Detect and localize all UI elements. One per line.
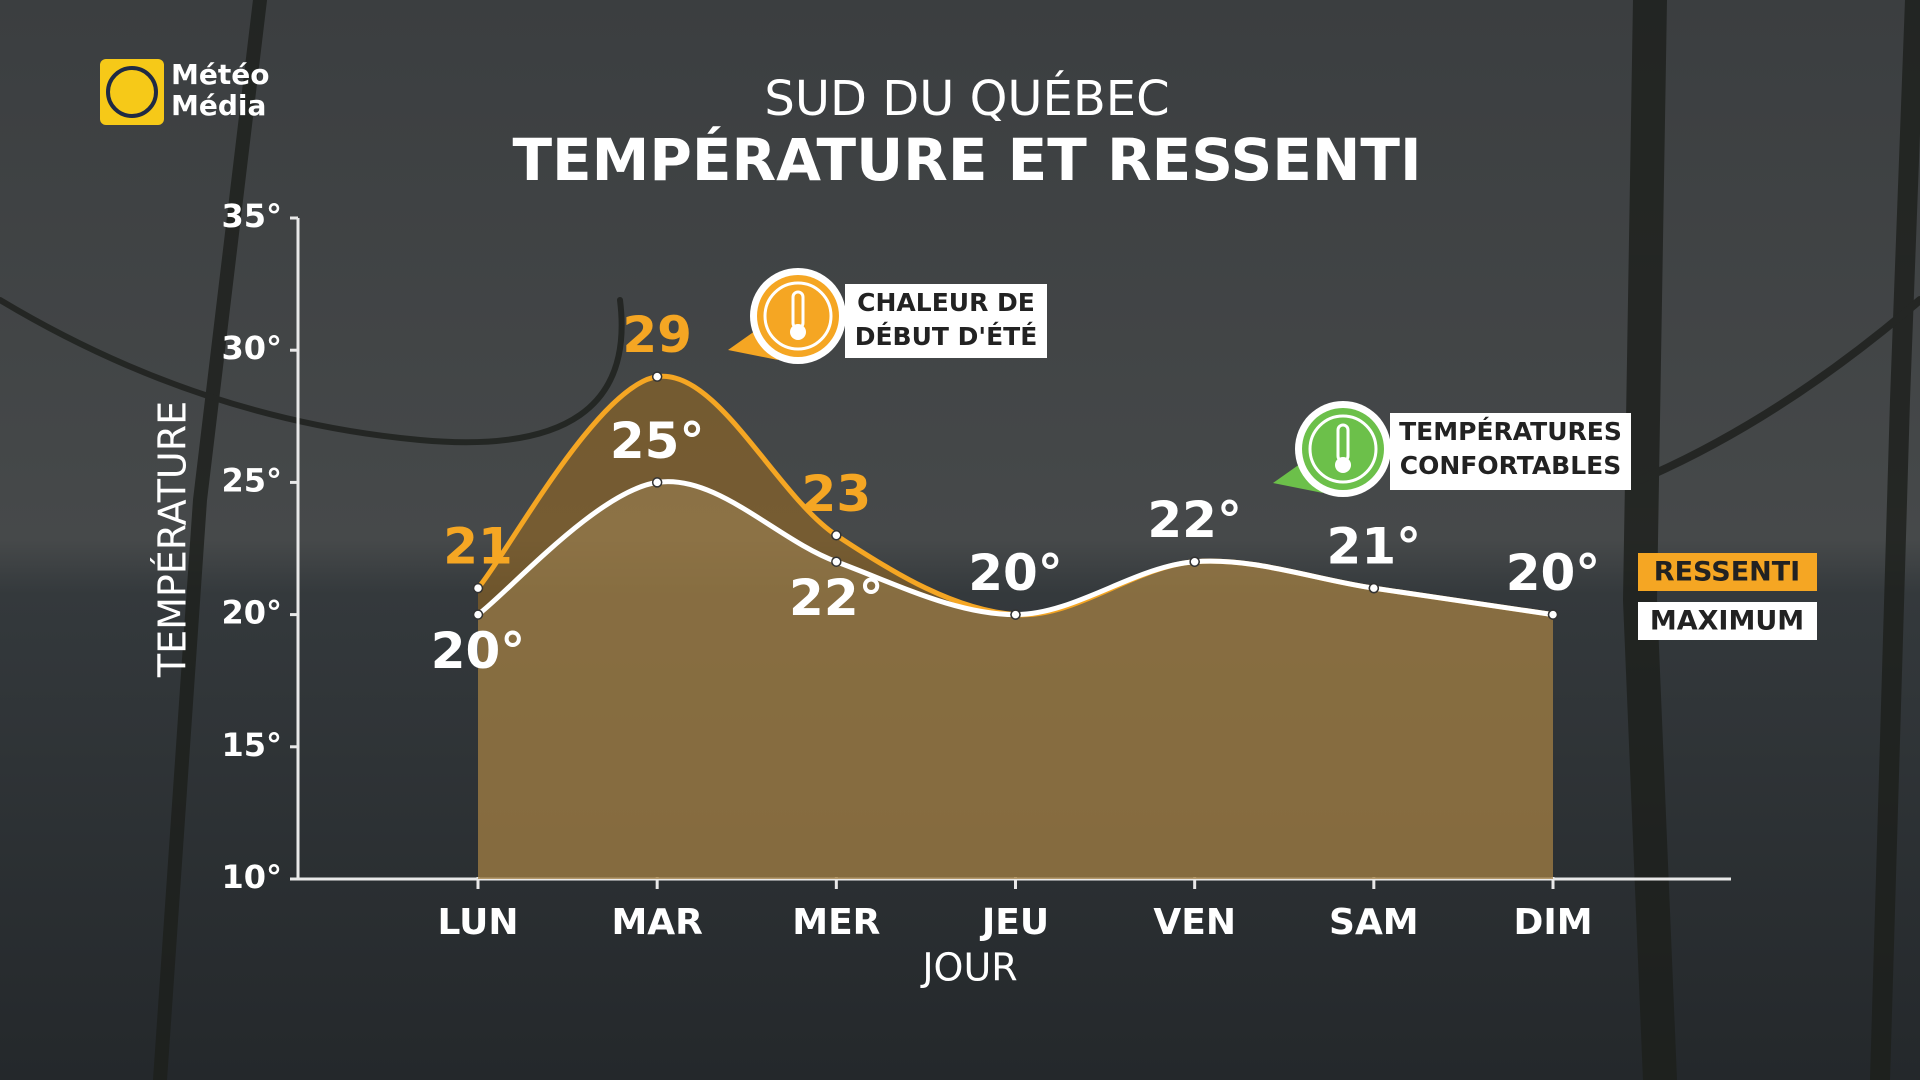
series-area	[478, 481, 1553, 879]
annotation-text: DÉBUT D'ÉTÉ	[855, 322, 1038, 351]
data-point	[1368, 582, 1380, 594]
y-tick-label: 10°	[221, 858, 282, 896]
chart-title: SUD DU QUÉBEC	[764, 70, 1169, 127]
thermometer-bulb	[1335, 457, 1351, 473]
annotation-icon-inner	[763, 281, 833, 351]
data-point	[831, 530, 842, 541]
y-tick-label: 35°	[221, 197, 282, 235]
data-point	[1010, 609, 1021, 620]
legend-label: MAXIMUM	[1650, 606, 1804, 637]
value-label: 21	[443, 518, 513, 576]
legend-label: RESSENTI	[1654, 557, 1800, 588]
x-tick-label: SAM	[1329, 902, 1419, 943]
value-label: 22°	[1147, 491, 1242, 549]
annotation-text: TEMPÉRATURES	[1399, 417, 1622, 446]
x-tick-label: MER	[792, 902, 880, 943]
x-tick-label: LUN	[437, 902, 518, 943]
logo-globe	[106, 66, 158, 118]
x-tick-label: JEU	[979, 902, 1049, 943]
value-label: 23	[802, 465, 872, 523]
data-point	[472, 582, 484, 594]
value-label: 20°	[968, 544, 1063, 602]
x-tick-label: MAR	[611, 902, 702, 943]
y-tick-label: 30°	[221, 329, 282, 367]
annotation: TEMPÉRATURES CONFORTABLES	[1273, 401, 1631, 497]
value-label: 20°	[431, 622, 526, 680]
value-label: 29	[622, 306, 692, 364]
series-area	[478, 376, 1553, 879]
y-tick-label: 20°	[221, 594, 282, 632]
data-point	[651, 477, 663, 488]
y-tick-label: 15°	[221, 726, 282, 764]
logo-text: Météo	[171, 58, 269, 91]
x-axis-label: JOUR	[920, 946, 1017, 990]
value-label: 25°	[610, 412, 705, 470]
value-label: 21°	[1327, 518, 1422, 576]
annotation-text: CONFORTABLES	[1400, 451, 1622, 480]
annotation-box	[845, 284, 1047, 358]
y-axis-label: TEMPÉRATURE	[151, 401, 195, 678]
data-point	[1547, 609, 1559, 620]
annotation-text: CHALEUR DE	[857, 288, 1035, 317]
logo: Météo Média	[100, 58, 269, 125]
value-label: 22°	[789, 569, 884, 627]
x-tick-label: DIM	[1513, 902, 1592, 943]
x-tick-label: VEN	[1153, 902, 1236, 943]
chart-subtitle: TEMPÉRATURE ET RESSENTI	[512, 125, 1421, 194]
annotation-icon-inner	[1308, 414, 1378, 484]
annotation: CHALEUR DE DÉBUT D'ÉTÉ	[728, 268, 1047, 364]
annotation-icon	[757, 275, 839, 357]
data-point	[651, 371, 663, 382]
data-point	[831, 556, 842, 567]
annotation-icon	[1302, 408, 1384, 490]
logo-text: Média	[171, 89, 266, 122]
value-label: 20°	[1506, 544, 1601, 602]
data-point	[472, 609, 484, 620]
y-tick-label: 25°	[221, 461, 282, 499]
thermometer-bulb	[790, 324, 806, 340]
annotation-box	[1390, 413, 1631, 490]
legend-swatch	[1638, 602, 1817, 640]
data-point	[1189, 556, 1200, 567]
legend-swatch	[1638, 553, 1817, 591]
